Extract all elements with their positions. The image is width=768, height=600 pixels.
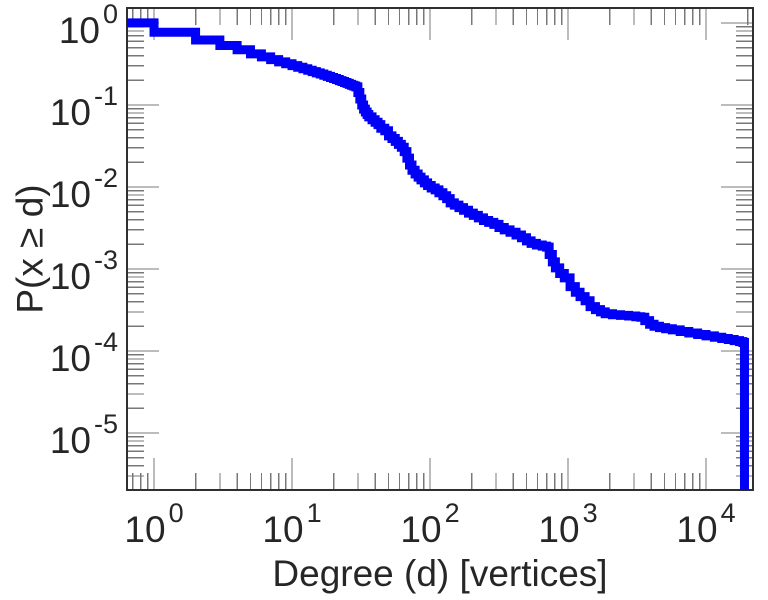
x-tick-labels: 10 0 10 1 10 2 10 3 10 4: [124, 498, 735, 550]
y-axis-ticks: [127, 22, 753, 477]
y-tick-label: 10 -4: [50, 327, 118, 379]
y-tick-label: 10 0: [59, 0, 118, 51]
x-tick-label: 10 2: [400, 498, 459, 550]
x-axis-title: Degree (d) [vertices]: [272, 553, 608, 594]
ccdf-curve: [127, 18, 749, 490]
y-tick-label: 10 -5: [50, 409, 118, 461]
x-tick-label: 10 1: [262, 498, 321, 550]
x-axis-ticks: [132, 8, 749, 490]
x-tick-label: 10 0: [124, 498, 183, 550]
x-tick-label: 10 3: [538, 498, 597, 550]
y-tick-label: 10 -1: [50, 81, 118, 133]
x-tick-label: 10 4: [676, 498, 735, 550]
plot-frame: [126, 7, 754, 491]
y-tick-label: 10 -2: [50, 163, 118, 215]
y-axis-title: P(x ≥ d): [9, 184, 51, 314]
y-tick-label: 10 -3: [50, 245, 118, 297]
